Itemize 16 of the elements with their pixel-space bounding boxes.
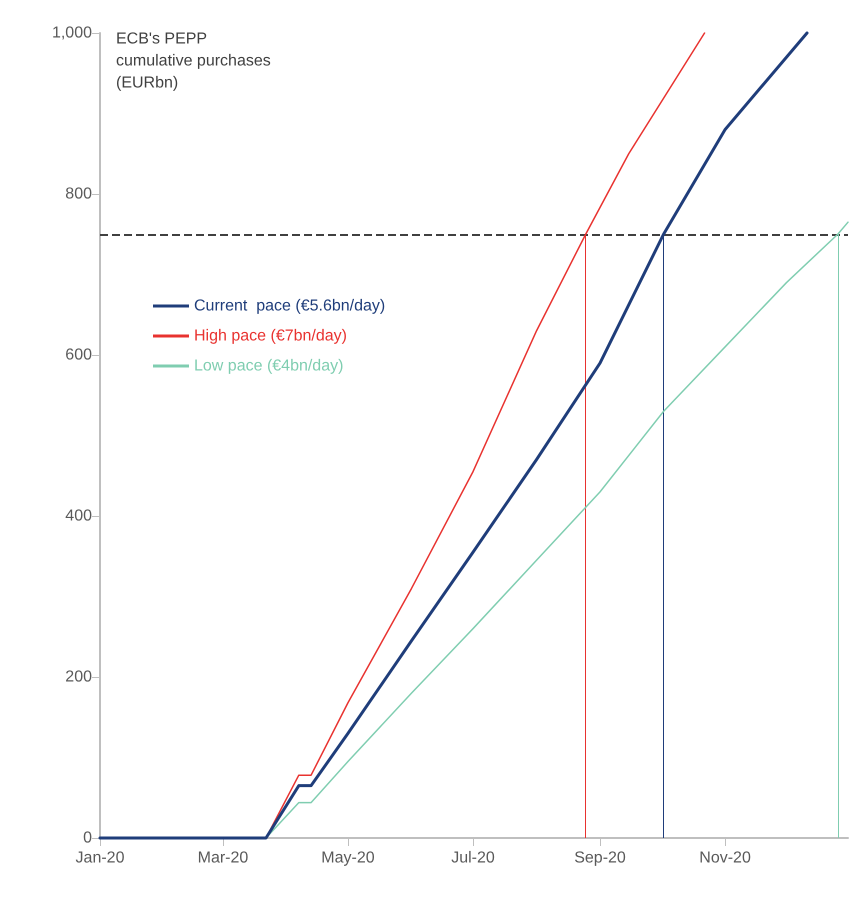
y-tick-label: 1,000 xyxy=(52,24,92,42)
legend-label: Current pace (€5.6bn/day) xyxy=(194,298,386,314)
y-tick-label: 400 xyxy=(65,508,92,524)
x-tick-label: Mar-20 xyxy=(198,850,248,866)
legend-label: Low pace (€4bn/day) xyxy=(194,358,344,374)
y-tick-label: 800 xyxy=(65,186,92,202)
x-tick-label: Nov-20 xyxy=(699,850,751,866)
y-tick-label: 200 xyxy=(65,668,92,686)
y-tick-label: 600 xyxy=(65,346,92,364)
x-tick-label: Jul-20 xyxy=(451,850,495,866)
x-tick-label: May-20 xyxy=(321,850,375,866)
y-axis-title: ECB's PEPP cumulative purchases (EURbn) xyxy=(116,30,271,92)
x-tick-label: Jan-20 xyxy=(76,850,125,866)
y-tick-label: 0 xyxy=(83,830,92,846)
legend-label: High pace (€7bn/day) xyxy=(194,328,347,344)
x-tick-label: Sep-20 xyxy=(574,850,626,866)
